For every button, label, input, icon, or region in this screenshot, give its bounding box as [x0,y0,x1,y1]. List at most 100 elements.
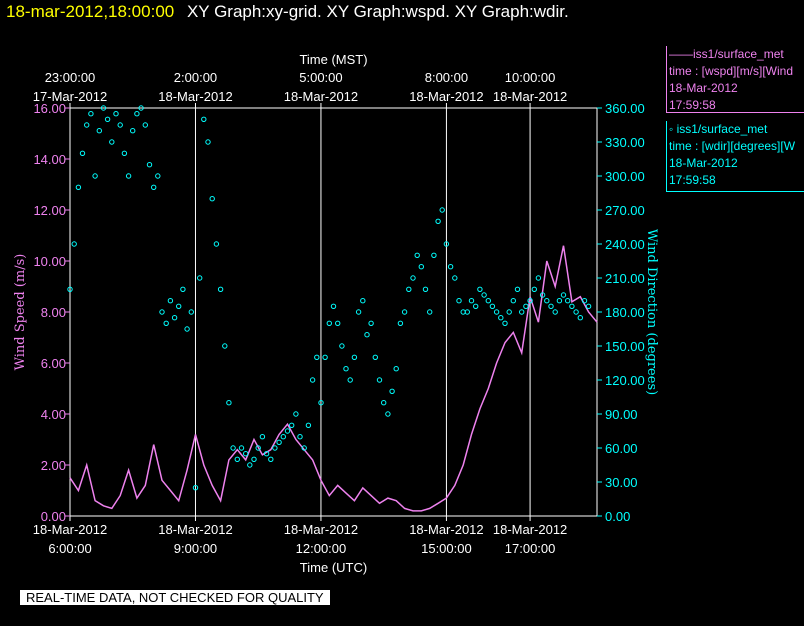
series-wdir-point [155,173,161,179]
y-left-tick-label: 10.00 [33,254,66,269]
series-wdir-point [222,343,228,349]
series-wdir-point [130,128,136,134]
series-wspd-line [69,245,598,512]
x-top-tick-time: 10:00:00 [505,70,556,85]
plot-frame [69,107,598,517]
series-wdir-point [167,298,174,304]
series-wdir-point [272,445,278,451]
series-wdir-point [506,309,512,315]
series-wdir-point [498,315,504,321]
legend-wdir-time: 17:59:58 [669,173,716,187]
series-wdir-point [163,320,169,326]
series-wdir-point [548,303,554,309]
y-left-tick-label: 16.00 [33,101,66,116]
series-wdir-point [184,326,190,332]
y-right-tick-label: 240.00 [605,237,645,252]
x-tick-date: 18-Mar-2012 [284,522,358,537]
series-wdir-point [347,377,353,383]
series-wdir-point [276,439,282,445]
series-wdir-point [351,354,358,360]
series-wdir-point [314,354,320,360]
y-left-tick-label: 14.00 [33,152,66,167]
series-wdir-point [481,292,487,298]
series-wdir-point [527,298,533,304]
legend-wspd-line-swatch: —— [669,47,693,61]
series-wdir-point [381,400,387,406]
series-wdir-point [293,411,299,417]
series-wdir-point [159,309,165,315]
series-wdir-point [397,320,404,326]
series-wdir-point [197,275,203,281]
series-wdir-point [393,366,399,372]
series-wdir-point [109,139,115,145]
series-wdir-point [96,128,103,134]
series-wdir-point [322,354,328,360]
y-right-tick-label: 270.00 [605,203,645,218]
x-top-tick-time: 8:00:00 [425,70,468,85]
y-left-tick-label: 8.00 [41,305,66,320]
x-tick-time: 17:00:00 [505,541,556,556]
legend-wspd-date: 18-Mar-2012 [669,81,738,95]
series-wdir-point [364,332,370,338]
legend-wdir-series: ◦ iss1/surface_met [669,121,804,138]
y-right-tick-label: 120.00 [605,373,645,388]
series-wdir-point [255,445,261,451]
x-top-tick-date: 18-Mar-2012 [493,89,567,104]
series-wdir-point [205,139,211,145]
series-wdir-point [406,286,412,292]
series-wdir-point [226,400,232,406]
series-wdir-point [585,303,592,309]
series-wdir-point [171,315,178,321]
series-wdir-point [268,456,274,462]
x-top-tick-date: 18-Mar-2012 [158,89,232,104]
series-wdir-point [552,309,558,315]
series-wdir-point [565,298,571,304]
series-wdir-point [385,411,391,417]
series-wdir-point [280,434,286,440]
series-wdir-point [427,309,433,315]
x-tick-time: 12:00:00 [296,541,347,556]
series-wdir-point [117,122,123,128]
legend-wspd: ——iss1/surface_met time : [wspd][m/s][Wi… [666,46,804,113]
series-wdir-point [539,292,546,298]
series-wdir-point [477,286,483,292]
series-wdir-point [88,111,94,117]
series-wdir-point [104,116,111,123]
series-wdir-point [456,298,462,304]
series-wdir-point [151,184,157,191]
series-wdir-point [71,241,77,247]
series-wdir-point [414,252,420,259]
series-wdir-point [569,303,575,309]
legend-wspd-series: ——iss1/surface_met [669,46,804,63]
series-wdir-point [439,207,445,213]
series-wdir-point [84,122,90,128]
series-wdir-point [234,456,241,462]
series-wdir-point [447,264,454,270]
x-top-axis-label: Time (MST) [299,52,367,67]
x-top-tick-date: 17-Mar-2012 [33,89,107,104]
series-wdir-point [284,428,291,434]
x-tick-date: 18-Mar-2012 [33,522,107,537]
x-tick-time: 9:00:00 [174,541,217,556]
series-wdir-point [134,111,140,117]
y-right-tick-label: 180.00 [605,305,645,320]
y-right-tick-label: 210.00 [605,271,645,286]
series-wdir-point [75,184,82,191]
series-wdir-point [201,116,207,123]
x-top-tick-time: 2:00:00 [174,70,217,85]
legend-wdir-date: 18-Mar-2012 [669,156,738,170]
x-tick-time: 15:00:00 [421,541,472,556]
series-wdir-point [422,286,429,292]
series-wdir-point [535,275,542,281]
series-wdir-point [531,286,537,292]
series-wdir-point [305,422,312,428]
series-wdir-point [318,400,324,406]
y-right-tick-label: 90.00 [605,407,638,422]
series-wdir-point [544,298,550,304]
series-wdir-point [343,366,349,372]
series-wdir-point [401,309,408,315]
series-wdir-point [213,241,220,247]
legend-wdir-name: iss1/surface_met [676,122,768,136]
series-wdir-point [251,456,257,462]
series-wdir-point [192,485,199,491]
